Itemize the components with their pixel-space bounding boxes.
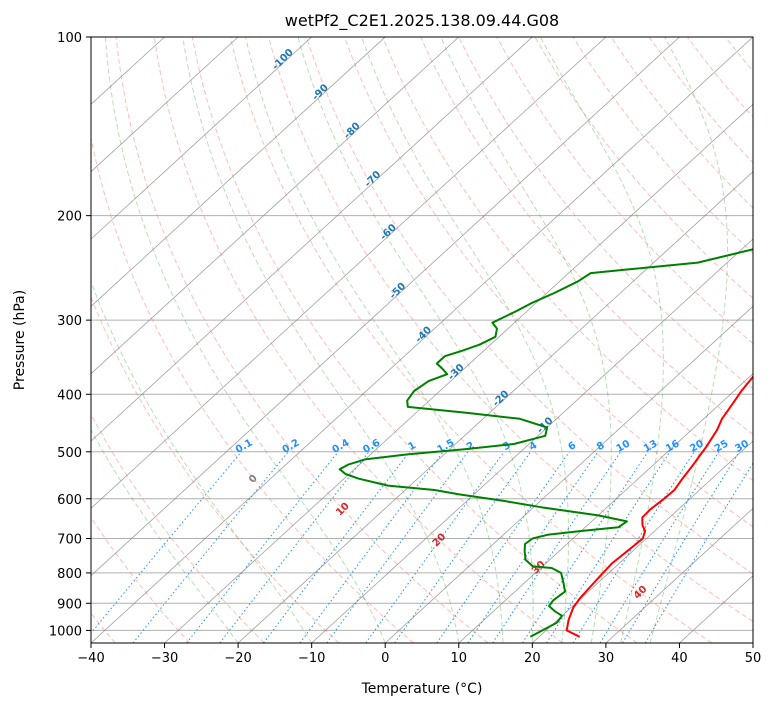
sounding-profiles [338, 248, 753, 638]
mixing-ratio-line [186, 451, 339, 643]
x-axis-ticks: −40 −30 −20 −10 0 10 20 30 40 50 [77, 643, 761, 666]
isotherm-line [91, 37, 753, 643]
mixing-ratio-line [263, 451, 410, 643]
isotherm-line [605, 507, 753, 643]
x-tick-label: −20 [224, 651, 251, 666]
y-tick-label: 600 [57, 493, 82, 508]
moist-adiabat-line [649, 37, 729, 643]
dry-adiabat-line [229, 37, 713, 643]
dry-adiabat-line [191, 37, 638, 643]
mixing-ratio-label: 1 [407, 440, 419, 453]
x-tick-label: −10 [298, 651, 325, 666]
x-tick-label: 20 [524, 651, 541, 666]
moist-adiabat-line [182, 37, 460, 643]
mixing-ratio-line [522, 451, 649, 643]
isotherm-line [91, 37, 680, 577]
isotherm-line [91, 37, 533, 442]
y-tick-label: 400 [57, 388, 82, 403]
isotherm-line [237, 171, 753, 643]
y-tick-label: 200 [57, 210, 82, 225]
chart-title: wetPf2_C2E1.2025.138.09.44.G08 [285, 11, 559, 31]
isobar-gridlines [91, 37, 753, 631]
dry-adiabat-line [305, 37, 753, 575]
mixing-ratio-label: 2 [465, 440, 477, 453]
x-tick-label: −30 [151, 651, 178, 666]
isotherm-line [91, 37, 239, 173]
y-tick-label: 500 [57, 446, 82, 461]
x-axis-label: Temperature (°C) [361, 681, 483, 697]
plot-frame [90, 36, 754, 644]
isotherm-line [532, 440, 753, 643]
isotherm-line [164, 103, 753, 643]
mixing-ratio-label: 3 [501, 440, 513, 453]
temperature-profile-line [565, 375, 753, 638]
moist-adiabat-line [540, 37, 664, 643]
mixing-ratio-label: 6 [566, 440, 578, 453]
y-axis-ticks: 100 200 300 400 500 600 700 800 900 1000 [49, 31, 91, 639]
mixing-ratio-line [644, 462, 753, 643]
x-tick-label: 40 [671, 651, 688, 666]
dry-adiabat-line [267, 37, 753, 623]
mixing-ratio-line [467, 451, 599, 643]
x-tick-label: 30 [598, 651, 615, 666]
dry-adiabat-line [420, 37, 753, 436]
isotherm-line [91, 37, 460, 375]
y-tick-label: 100 [57, 31, 82, 46]
mixing-ratio-line [326, 451, 469, 643]
x-tick-label: 10 [451, 651, 468, 666]
moist-adiabat-line [297, 37, 534, 643]
dry-adiabat-line [458, 37, 753, 390]
mixing-ratio-label: 8 [595, 440, 607, 453]
mixing-ratio-line [622, 451, 740, 643]
mixing-ratio-label: 4 [528, 440, 540, 453]
mixing-ratio-line [91, 451, 242, 634]
isotherm-line [91, 37, 386, 307]
dry-adiabat-line [115, 37, 489, 643]
mixing-ratio-line [365, 451, 505, 643]
moist-adiabat-line [440, 37, 612, 643]
dry-adiabat-line [344, 37, 753, 528]
x-tick-label: −40 [77, 651, 104, 666]
isotherm-line [91, 37, 312, 240]
isotherm-line [91, 37, 607, 509]
isotherm-line [384, 305, 753, 643]
mixing-ratio-line [572, 451, 695, 643]
moist-adiabat-line [361, 37, 569, 643]
moist-adiabat-line [245, 37, 504, 643]
mixing-ratio-line [132, 451, 289, 643]
y-tick-label: 300 [57, 314, 82, 329]
dry-adiabat-line [496, 37, 753, 345]
mixing-ratio-line [546, 451, 671, 643]
dewpoint-profile-line [338, 248, 753, 638]
isotherm-line [458, 373, 753, 643]
dry-adiabat-line [382, 37, 753, 482]
y-tick-label: 1000 [49, 624, 82, 639]
x-tick-label: 50 [745, 651, 762, 666]
y-axis-label: Pressure (hPa) [12, 290, 28, 390]
y-tick-label: 900 [57, 597, 82, 612]
dry-adiabat-line [91, 413, 265, 643]
dry-adiabat-line [153, 37, 563, 643]
x-tick-label: 0 [381, 651, 389, 666]
y-tick-label: 800 [57, 567, 82, 582]
dry-adiabat-line [534, 37, 753, 299]
isotherm-line [311, 238, 753, 643]
moist-adiabat-line [91, 429, 239, 643]
mixing-ratio-line [436, 451, 570, 643]
mixing-ratio-line [299, 451, 444, 643]
skewed-isotherms [91, 37, 753, 643]
mixing-ratio-line [492, 451, 622, 643]
y-tick-label: 700 [57, 533, 82, 548]
